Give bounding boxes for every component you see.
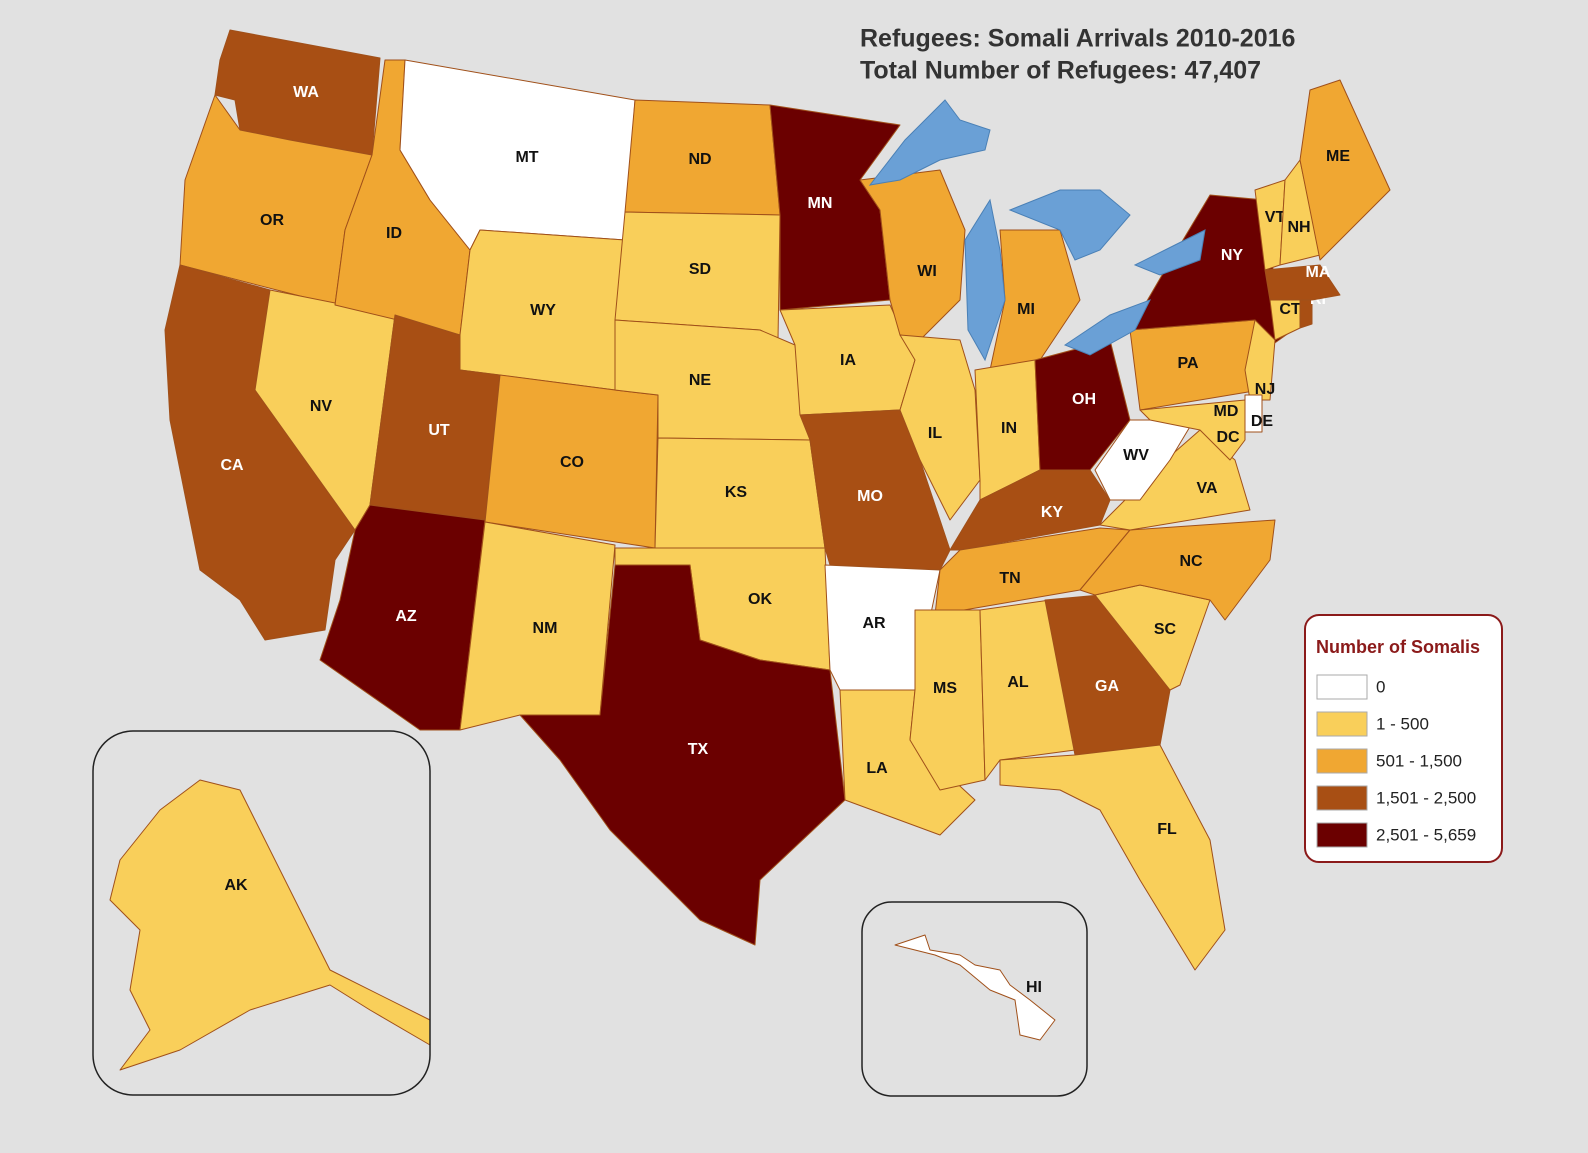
legend-swatch: [1316, 711, 1368, 737]
lake-michigan: [964, 198, 1006, 362]
state-label: MD: [1214, 403, 1239, 420]
map-title: Refugees: Somali Arrivals 2010-2016: [860, 25, 1295, 53]
lake-huron: [1008, 189, 1131, 261]
state-label: MS: [933, 680, 957, 697]
state-label: ND: [688, 151, 711, 168]
state-shape: [1264, 264, 1341, 301]
state-label: IL: [928, 425, 942, 442]
state-label: PA: [1177, 355, 1198, 372]
state-shape: [484, 374, 659, 549]
state-shape: [1244, 394, 1263, 433]
state-label: NE: [689, 372, 712, 389]
state-label: IN: [1001, 420, 1017, 437]
great-lakes: [868, 99, 1206, 362]
state-label: ID: [386, 225, 402, 242]
state-label: FL: [1157, 821, 1177, 838]
legend-label: 501 - 1,500: [1376, 751, 1462, 770]
state-shape: [1094, 409, 1201, 501]
lake-erie: [1063, 299, 1152, 356]
hawaii-inset: [861, 901, 1088, 1097]
state-label: WI: [917, 263, 937, 280]
state-shape: [1299, 79, 1391, 261]
state-label: MA: [1306, 264, 1331, 281]
state-shape: [894, 934, 1056, 1041]
state-shape: [1044, 594, 1171, 756]
state-label: NM: [533, 620, 558, 637]
state-label: UT: [428, 422, 450, 439]
state-label: KY: [1041, 504, 1064, 521]
state-label: TN: [999, 570, 1020, 587]
state-label: OK: [748, 591, 772, 608]
state-label: ME: [1326, 148, 1350, 165]
states: WA OR CA NV ID MT WY UT AZ CO NM ND SD NE KS OK TX MN IA MO…: [109, 29, 1391, 1071]
state-label: MI: [1017, 301, 1035, 318]
alaska-inset: [92, 730, 431, 1096]
legend-label: 1 - 500: [1376, 714, 1429, 733]
lake-superior: [868, 99, 991, 186]
state-label: OR: [260, 212, 284, 229]
state-shape: [519, 564, 846, 946]
state-label: SD: [689, 261, 711, 278]
state-label: VT: [1265, 209, 1286, 226]
state-label: OH: [1072, 391, 1096, 408]
state-label: NC: [1179, 553, 1203, 570]
state-label: AK: [224, 877, 248, 894]
state-label: CO: [560, 454, 584, 471]
state-label: KS: [725, 484, 748, 501]
state-label: WY: [530, 302, 556, 319]
legend-label: 0: [1376, 677, 1385, 696]
state-label: VA: [1196, 480, 1217, 497]
legend-swatch: [1316, 748, 1368, 774]
state-label: DC: [1216, 429, 1240, 446]
state-shape: [109, 779, 431, 1071]
state-label: AZ: [395, 608, 417, 625]
state-label: AR: [862, 615, 886, 632]
state-label: DE: [1251, 413, 1274, 430]
state-label: MT: [515, 149, 538, 166]
state-label: WV: [1123, 447, 1149, 464]
legend-swatch: [1316, 785, 1368, 811]
legend-label: 2,501 - 5,659: [1376, 825, 1476, 844]
state-label: CA: [220, 457, 244, 474]
state-label: SC: [1154, 621, 1177, 638]
lake-ontario: [1133, 229, 1206, 276]
state-shape: [999, 744, 1226, 971]
state-shape: [979, 599, 1076, 781]
legend: Number of Somalis 0 1 - 500 501 - 1,500 1,5…: [1304, 614, 1503, 863]
state-label: WA: [293, 84, 319, 101]
state-label: AL: [1007, 674, 1029, 691]
state-shape: [899, 334, 981, 521]
state-label: HI: [1026, 979, 1042, 996]
state-label: GA: [1095, 678, 1119, 695]
map-subtitle: Total Number of Refugees: 47,407: [860, 57, 1261, 85]
state-label: LA: [866, 760, 888, 777]
state-label: NH: [1287, 219, 1310, 236]
state-label: MO: [857, 488, 883, 505]
legend-swatch: [1316, 822, 1368, 848]
state-shape: [1079, 519, 1276, 621]
legend-swatch: [1316, 674, 1368, 700]
state-label: NV: [310, 398, 333, 415]
state-label: TX: [688, 741, 709, 758]
state-label: CT: [1279, 301, 1301, 318]
legend-label: 1,501 - 2,500: [1376, 788, 1476, 807]
state-label: NJ: [1255, 381, 1275, 398]
state-label: MN: [808, 195, 833, 212]
state-label: NY: [1221, 247, 1244, 264]
state-label: IA: [840, 352, 856, 369]
legend-title: Number of Somalis: [1316, 637, 1480, 657]
